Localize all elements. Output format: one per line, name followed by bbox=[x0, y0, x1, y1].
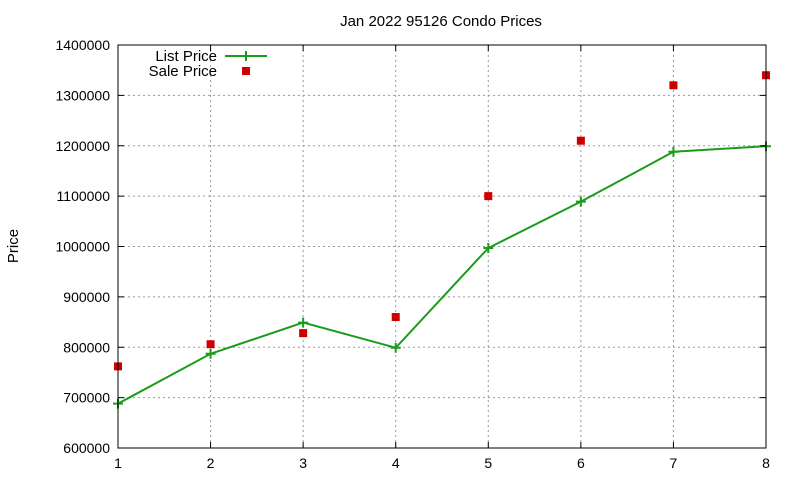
series-list-price bbox=[113, 141, 771, 409]
x-tick-label: 4 bbox=[392, 455, 400, 471]
y-tick-label: 1100000 bbox=[57, 188, 111, 204]
data-point bbox=[390, 342, 401, 353]
x-tick-label: 2 bbox=[207, 455, 215, 471]
data-point bbox=[299, 329, 308, 338]
x-tick-label: 8 bbox=[762, 455, 770, 471]
data-point bbox=[576, 136, 585, 145]
legend-swatch-marker bbox=[241, 51, 251, 61]
y-axis: 600000 700000 800000 900000 1000000 1100000 12… bbox=[55, 37, 766, 456]
x-tick-label: 1 bbox=[114, 455, 122, 471]
series-layer bbox=[113, 71, 771, 409]
chart-title: Jan 2022 95126 Condo Prices bbox=[340, 13, 542, 30]
x-axis: 1 2 3 4 5 6 7 8 bbox=[114, 45, 770, 471]
x-tick-label: 7 bbox=[670, 455, 678, 471]
y-tick-label: 1200000 bbox=[55, 138, 110, 154]
y-tick-label: 1300000 bbox=[55, 87, 110, 103]
data-point bbox=[668, 146, 679, 157]
data-point bbox=[575, 196, 586, 207]
legend-label: Sale Price bbox=[149, 63, 217, 80]
x-tick-label: 3 bbox=[299, 455, 307, 471]
y-tick-label: 900000 bbox=[63, 289, 110, 305]
data-point bbox=[206, 340, 215, 349]
y-axis-label: Price bbox=[5, 229, 22, 263]
series-sale-price bbox=[114, 71, 770, 371]
x-tick-label: 6 bbox=[577, 455, 585, 471]
data-point bbox=[483, 243, 494, 254]
y-tick-label: 1000000 bbox=[55, 239, 110, 255]
data-point bbox=[205, 348, 216, 359]
series-line bbox=[117, 145, 767, 405]
grid-lines bbox=[118, 45, 766, 448]
y-tick-label: 800000 bbox=[63, 339, 110, 355]
y-tick-label: 600000 bbox=[63, 440, 110, 456]
x-tick-label: 5 bbox=[484, 455, 492, 471]
y-tick-label: 1400000 bbox=[55, 37, 110, 53]
y-tick-label: 700000 bbox=[63, 390, 110, 406]
legend-swatch-marker bbox=[242, 67, 250, 75]
data-point bbox=[298, 317, 309, 328]
legend-label: List Price bbox=[155, 48, 217, 65]
data-point bbox=[391, 313, 400, 322]
data-point bbox=[484, 192, 493, 201]
data-point bbox=[669, 81, 678, 90]
